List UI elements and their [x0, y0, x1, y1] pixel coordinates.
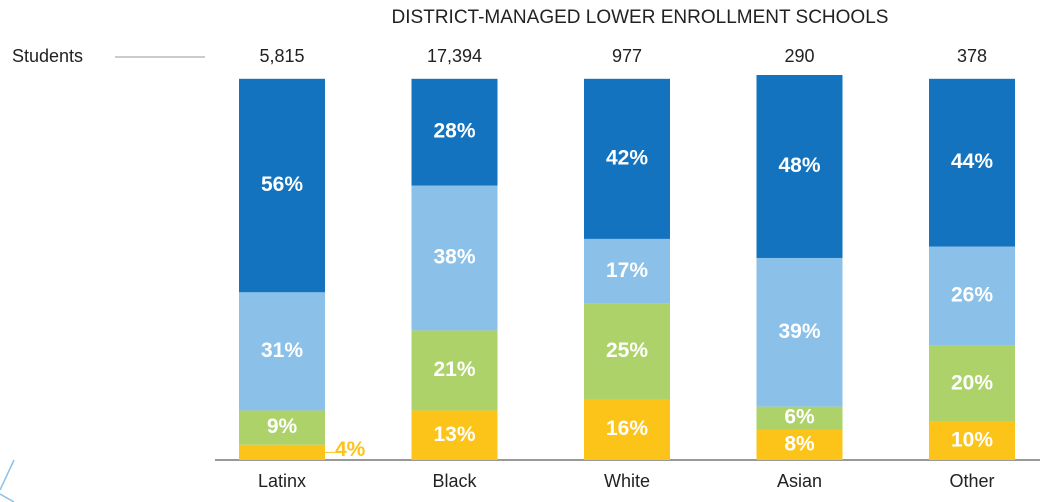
student-count: 17,394: [427, 46, 482, 66]
x-tick-label: Latinx: [258, 471, 306, 491]
value-label: 39%: [778, 320, 820, 343]
value-label: 6%: [784, 406, 815, 429]
student-count: 378: [957, 46, 987, 66]
bar-segment: [239, 292, 325, 411]
value-label: 16%: [606, 417, 648, 440]
x-tick-label: Black: [432, 471, 477, 491]
bar-segment: [411, 185, 498, 331]
value-label: 48%: [778, 154, 820, 177]
value-label: 42%: [606, 146, 648, 169]
bar-segment: [584, 303, 670, 400]
value-label: 44%: [951, 150, 993, 173]
value-label: 25%: [606, 339, 648, 362]
value-label: 28%: [433, 120, 475, 143]
student-count: 290: [784, 46, 814, 66]
bar-segment: [929, 246, 1015, 346]
chart-title: DISTRICT-MANAGED LOWER ENROLLMENT SCHOOL…: [392, 7, 889, 28]
value-label: 20%: [951, 371, 993, 394]
bar-segment: [584, 238, 670, 304]
bar-segment: [756, 429, 843, 460]
bar-segment: [411, 330, 498, 411]
bar-segment: [756, 257, 843, 407]
bar-segment: [929, 421, 1015, 460]
bar-segment: [929, 78, 1015, 247]
value-label: 4%: [335, 438, 366, 461]
decoration: [0, 459, 15, 491]
x-tick-label: Asian: [777, 471, 822, 491]
bar-segment: [411, 410, 498, 460]
value-label: 9%: [267, 415, 298, 438]
value-label: 56%: [261, 173, 303, 196]
bar-segment: [239, 444, 325, 460]
value-label: 8%: [784, 432, 815, 455]
bar-segment: [584, 399, 670, 460]
value-label: 38%: [433, 246, 475, 269]
value-label: 26%: [951, 284, 993, 307]
x-tick-label: White: [604, 471, 650, 491]
x-tick-label: Other: [949, 471, 994, 491]
value-label: 31%: [261, 339, 303, 362]
value-label: 21%: [433, 358, 475, 381]
bar-segment: [411, 78, 498, 186]
value-label: 10%: [951, 428, 993, 451]
student-count: 977: [612, 46, 642, 66]
bar-segment: [239, 410, 325, 445]
decoration: [0, 493, 15, 502]
students-label: Students: [12, 46, 83, 66]
bar-segment: [239, 78, 325, 293]
bar-segment: [584, 78, 670, 239]
student-count: 5,815: [259, 46, 304, 66]
value-label: 17%: [606, 259, 648, 282]
value-label: 13%: [433, 423, 475, 446]
bar-segment: [929, 345, 1015, 422]
bar-segment: [756, 406, 843, 430]
bar-segment: [756, 75, 843, 258]
